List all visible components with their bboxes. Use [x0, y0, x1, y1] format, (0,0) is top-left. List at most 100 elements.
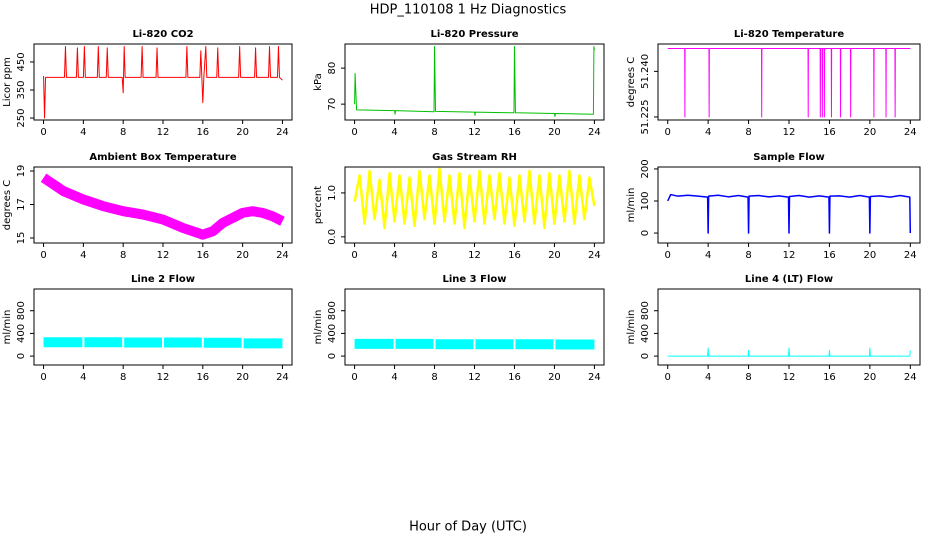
x-tick-label: 16: [196, 250, 209, 261]
x-tick-label: 4: [705, 372, 711, 383]
y-tick-label: 17: [16, 198, 27, 211]
y-tick-label: 1.0: [327, 185, 338, 201]
y-tick-label: 400: [327, 324, 338, 343]
y-axis-label: ml/min: [313, 310, 324, 345]
x-tick-label: 24: [904, 127, 917, 138]
x-tick-label: 4: [705, 250, 711, 261]
x-tick-label: 12: [783, 127, 796, 138]
y-tick-label: 70: [327, 98, 338, 111]
x-tick-label: 8: [431, 127, 437, 138]
x-tick-label: 4: [80, 372, 86, 383]
x-tick-label: 0: [40, 250, 46, 261]
x-tick-label: 8: [120, 250, 126, 261]
x-tick-label: 0: [665, 127, 671, 138]
y-tick-label: 0: [327, 353, 338, 359]
plot-box: [344, 43, 605, 121]
y-tick-label: 350: [16, 80, 27, 99]
x-tick-label: 0: [351, 250, 357, 261]
panel-title: Line 3 Flow: [443, 274, 507, 285]
panel-title: Sample Flow: [753, 152, 825, 163]
panel-title: Line 2 Flow: [131, 274, 195, 285]
x-tick-label: 4: [391, 127, 397, 138]
x-tick-label: 8: [120, 372, 126, 383]
y-tick-label: 450: [16, 52, 27, 71]
plot-box: [657, 43, 921, 121]
data-line: [43, 337, 283, 349]
y-tick-label: 0.0: [327, 229, 338, 245]
x-tick-label: 12: [783, 372, 796, 383]
x-tick-label: 0: [40, 127, 46, 138]
data-line: [667, 193, 912, 234]
y-axis-label: ml/min: [626, 310, 637, 345]
x-tick-label: 8: [431, 372, 437, 383]
x-tick-label: 24: [904, 372, 917, 383]
data-line: [353, 167, 596, 230]
x-tick-label: 16: [823, 372, 836, 383]
data-line: [43, 46, 283, 119]
x-tick-label: 16: [823, 250, 836, 261]
x-tick-label: 12: [468, 250, 481, 261]
x-tick-label: 8: [745, 127, 751, 138]
x-tick-label: 24: [276, 127, 289, 138]
x-tick-label: 4: [391, 250, 397, 261]
y-axis-label: kPa: [313, 73, 324, 91]
x-tick-label: 16: [508, 250, 521, 261]
data-line: [354, 338, 595, 350]
y-tick-label: 0: [640, 230, 651, 236]
x-tick-label: 24: [276, 250, 289, 261]
plot-box: [33, 288, 293, 366]
x-tick-label: 0: [665, 372, 671, 383]
page-title: HDP_110108 1 Hz Diagnostics: [370, 3, 567, 18]
x-tick-label: 20: [236, 372, 249, 383]
x-tick-label: 16: [196, 127, 209, 138]
x-tick-label: 8: [431, 250, 437, 261]
y-tick-label: 400: [640, 324, 651, 343]
x-tick-label: 4: [80, 127, 86, 138]
y-axis-label: degrees C: [626, 57, 637, 107]
x-tick-label: 24: [588, 250, 601, 261]
y-tick-label: 100: [640, 191, 651, 210]
x-tick-label: 0: [351, 127, 357, 138]
x-tick-label: 4: [80, 250, 86, 261]
x-tick-label: 24: [588, 372, 601, 383]
x-tick-label: 8: [120, 127, 126, 138]
y-tick-label: 15: [16, 232, 27, 245]
x-tick-label: 4: [705, 127, 711, 138]
x-tick-label: 20: [236, 250, 249, 261]
plot-box: [33, 43, 293, 121]
panel-title: Li-820 Pressure: [430, 29, 518, 40]
x-tick-label: 20: [236, 127, 249, 138]
x-tick-label: 16: [508, 372, 521, 383]
x-tick-label: 12: [157, 127, 170, 138]
y-axis-label: Licor ppm: [2, 57, 13, 107]
x-tick-label: 12: [157, 250, 170, 261]
x-tick-label: 20: [548, 127, 561, 138]
y-tick-label: 80: [327, 62, 338, 75]
panel-title: Li-820 CO2: [132, 29, 193, 40]
panel-title: Gas Stream RH: [432, 152, 517, 163]
x-tick-label: 20: [863, 250, 876, 261]
y-tick-label: 51.240: [640, 54, 651, 89]
x-tick-label: 24: [588, 127, 601, 138]
x-tick-label: 24: [276, 372, 289, 383]
y-tick-label: 250: [16, 108, 27, 127]
panel-title: Li-820 Temperature: [734, 29, 844, 40]
data-line: [667, 48, 911, 118]
y-tick-label: 800: [327, 301, 338, 320]
x-tick-label: 0: [40, 372, 46, 383]
y-tick-label: 19: [16, 165, 27, 178]
x-tick-label: 16: [823, 127, 836, 138]
y-tick-label: 0: [640, 353, 651, 359]
x-tick-label: 20: [548, 250, 561, 261]
x-tick-label: 0: [351, 372, 357, 383]
y-tick-label: 800: [16, 301, 27, 320]
y-axis-label: ml/min: [626, 188, 637, 223]
x-tick-label: 8: [745, 372, 751, 383]
y-axis-label: percent: [313, 186, 324, 224]
x-tick-label: 0: [665, 250, 671, 261]
panel-title: Ambient Box Temperature: [89, 152, 236, 163]
data-line: [40, 173, 285, 240]
x-tick-label: 20: [548, 372, 561, 383]
plot-box: [344, 288, 605, 366]
x-tick-label: 12: [783, 250, 796, 261]
